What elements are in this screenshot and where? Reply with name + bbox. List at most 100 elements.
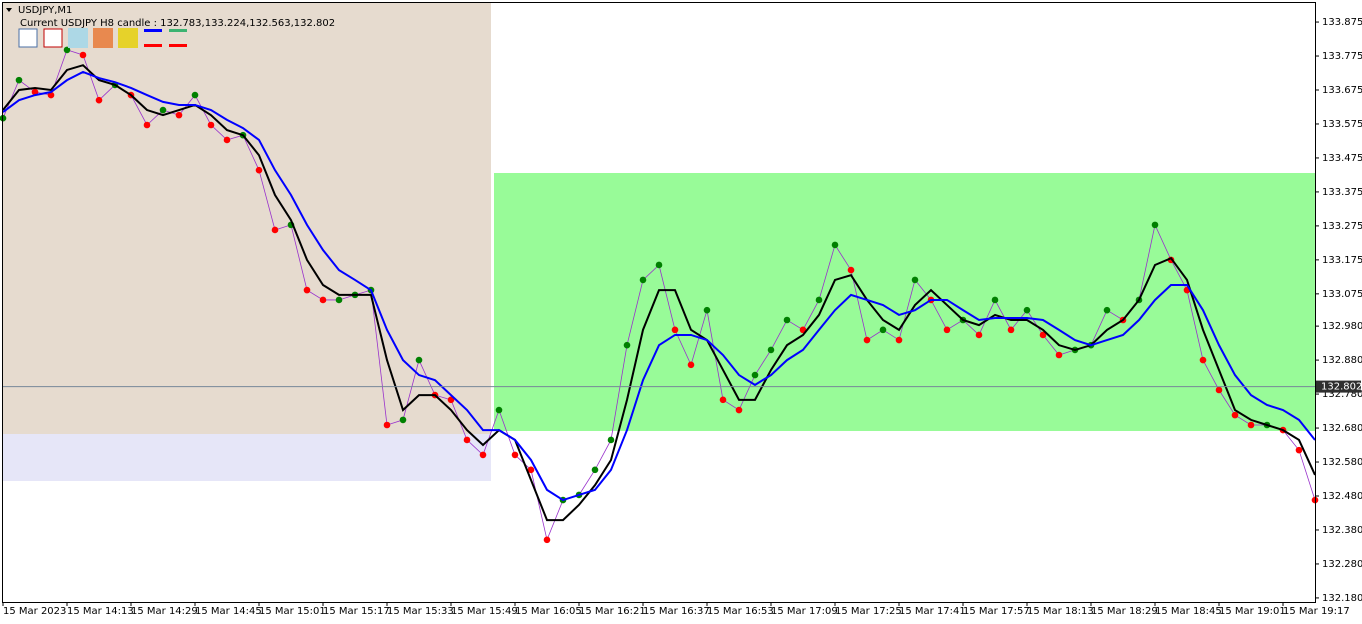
price-dot: [79, 51, 87, 59]
price-dot: [1023, 306, 1031, 314]
x-tick-label: 15 Mar 15:33: [387, 606, 454, 617]
y-tick-label: 133.675: [1322, 85, 1362, 96]
price-dot: [511, 451, 519, 459]
price-dot: [975, 331, 983, 339]
y-tick-label: 132.780: [1322, 389, 1362, 400]
y-tick-label: 132.380: [1322, 525, 1362, 536]
swatch: [118, 28, 138, 48]
swatch: [169, 29, 187, 32]
price-dot: [767, 346, 775, 354]
zone-beige: [3, 3, 491, 434]
price-dot: [879, 326, 887, 334]
swatch: [144, 29, 162, 32]
price-dot: [863, 336, 871, 344]
price-dot: [671, 326, 679, 334]
price-dot: [447, 396, 455, 404]
price-dot: [655, 261, 663, 269]
y-tick-label: 133.075: [1322, 289, 1362, 300]
x-tick-label: 15 Mar 18:29: [1091, 606, 1158, 617]
x-tick-label: 15 Mar 15:49: [451, 606, 518, 617]
price-dot: [639, 276, 647, 284]
x-tick-label: 15 Mar 17:41: [899, 606, 966, 617]
x-tick-label: 15 Mar 14:13: [67, 606, 134, 617]
y-tick-label: 132.480: [1322, 491, 1362, 502]
price-dot: [943, 326, 951, 334]
x-tick-label: 15 Mar 18:45: [1155, 606, 1222, 617]
price-dot: [63, 46, 71, 54]
price-dot: [1039, 331, 1047, 339]
price-dot: [527, 466, 535, 474]
price-dot: [1199, 356, 1207, 364]
price-dot: [399, 416, 407, 424]
x-tick-label: 15 Mar 16:37: [643, 606, 710, 617]
price-dot: [271, 226, 279, 234]
y-tick-label: 133.375: [1322, 187, 1362, 198]
x-tick-label: 15 Mar 14:29: [131, 606, 198, 617]
x-tick-label: 15 Mar 17:09: [771, 606, 838, 617]
price-dot: [143, 121, 151, 129]
price-dot: [623, 341, 631, 349]
y-tick-label: 132.280: [1322, 559, 1362, 570]
y-tick-label: 133.875: [1322, 17, 1362, 28]
x-tick-label: 15 Mar 2023: [3, 606, 66, 617]
price-dot: [687, 361, 695, 369]
price-dot: [591, 466, 599, 474]
price-dot: [543, 536, 551, 544]
x-tick-label: 15 Mar 15:17: [323, 606, 390, 617]
x-tick-label: 15 Mar 18:13: [1027, 606, 1094, 617]
price-dot: [911, 276, 919, 284]
y-tick-label: 132.680: [1322, 423, 1362, 434]
y-tick-label: 132.880: [1322, 355, 1362, 366]
series-line: [2, 70, 1316, 502]
price-dot: [175, 111, 183, 119]
y-tick-label: 133.275: [1322, 221, 1362, 232]
price-dot: [1007, 326, 1015, 334]
price-dot: [383, 421, 391, 429]
price-dot: [991, 296, 999, 304]
price-dot: [255, 166, 263, 174]
menu-arrow: [6, 8, 12, 12]
zone-green: [494, 173, 1315, 431]
price-dot: [159, 106, 167, 114]
y-tick-label: 132.580: [1322, 457, 1362, 468]
price-dot: [207, 121, 215, 129]
y-tick-label: 133.475: [1322, 153, 1362, 164]
price-dot: [1103, 306, 1111, 314]
x-tick-label: 15 Mar 16:05: [515, 606, 582, 617]
price-dot: [415, 356, 423, 364]
price-dot: [319, 296, 327, 304]
swatch: [18, 28, 38, 48]
price-dot: [15, 76, 23, 84]
price-dot: [31, 88, 39, 96]
current-price-box: [1316, 380, 1361, 393]
price-dot: [0, 114, 7, 122]
price-dot: [335, 296, 343, 304]
price-dot: [303, 286, 311, 294]
x-tick-label: 15 Mar 19:01: [1219, 606, 1286, 617]
chart-subtitle: Current USDJPY H8 candle : 132.783,133.2…: [20, 18, 335, 29]
plot-layer: [0, 46, 1319, 544]
price-dot: [783, 316, 791, 324]
y-tick-label: 132.980: [1322, 321, 1362, 332]
swatch: [169, 44, 187, 47]
price-dot: [895, 336, 903, 344]
current-price-label: 132.802: [1321, 382, 1362, 393]
price-dot: [1295, 446, 1303, 454]
price-dot: [495, 406, 503, 414]
price-dot: [47, 91, 55, 99]
price-dot: [1151, 221, 1159, 229]
x-tick-label: 15 Mar 15:01: [259, 606, 326, 617]
x-tick-label: 15 Mar 16:21: [579, 606, 646, 617]
swatch: [43, 28, 63, 48]
zone-lavender: [3, 434, 491, 481]
price-dot: [223, 136, 231, 144]
price-dot: [735, 406, 743, 414]
price-dot: [719, 396, 727, 404]
price-dot: [703, 306, 711, 314]
price-dot: [831, 241, 839, 249]
y-tick-label: 132.180: [1322, 593, 1362, 604]
chart-title: USDJPY,M1: [18, 5, 72, 16]
price-dot: [463, 436, 471, 444]
plot-frame: [2, 2, 1316, 603]
